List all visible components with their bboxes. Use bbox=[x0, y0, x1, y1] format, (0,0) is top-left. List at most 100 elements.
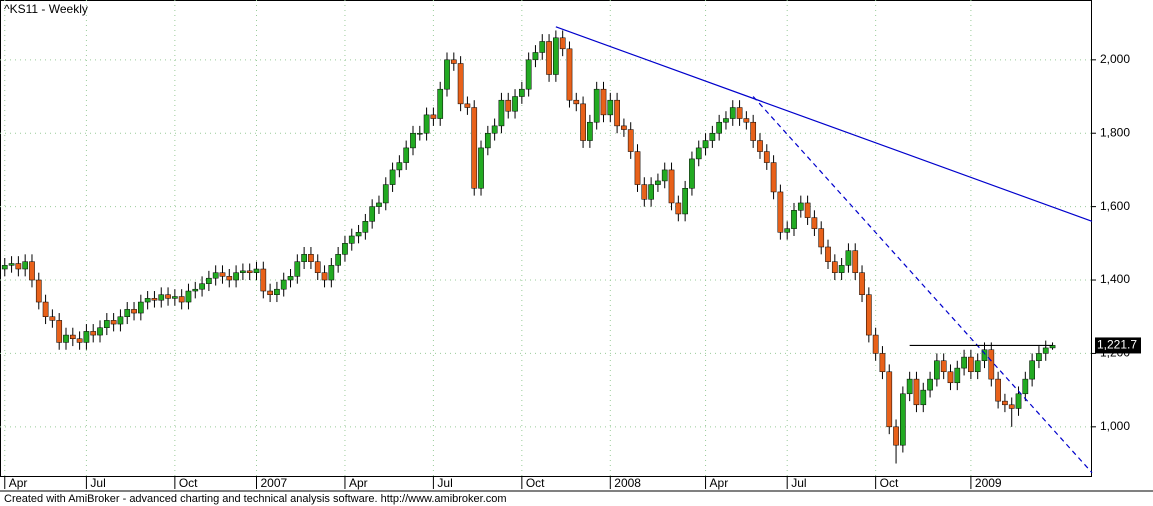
candle-body bbox=[15, 263, 22, 270]
candle-body bbox=[893, 426, 899, 446]
candle-body bbox=[593, 88, 600, 123]
candle-body bbox=[1036, 353, 1042, 362]
candle-body bbox=[723, 118, 729, 123]
candle-body bbox=[471, 107, 478, 189]
y-tick-label: 1,400 bbox=[1100, 272, 1130, 286]
candle-body bbox=[777, 191, 784, 233]
candle-body bbox=[185, 290, 192, 303]
candle-body bbox=[784, 228, 791, 233]
candle-body bbox=[151, 298, 158, 301]
candle-body bbox=[709, 132, 716, 141]
candle-body bbox=[226, 276, 233, 281]
candle-body bbox=[587, 121, 593, 141]
candle-body bbox=[661, 169, 668, 182]
candle-body bbox=[566, 48, 573, 101]
candle-body bbox=[178, 296, 185, 303]
candle-body bbox=[165, 294, 171, 299]
candle-body bbox=[76, 338, 83, 343]
candle-body bbox=[97, 327, 103, 336]
candle-body bbox=[1015, 393, 1022, 409]
candle-body bbox=[811, 217, 818, 229]
candle-body bbox=[804, 202, 811, 218]
candle-body bbox=[253, 268, 260, 273]
x-tick-label: Oct bbox=[179, 476, 198, 490]
candle-body bbox=[219, 272, 226, 277]
candle-body bbox=[233, 272, 239, 281]
candle-body bbox=[389, 169, 396, 185]
candle-body bbox=[301, 254, 307, 262]
candle-body bbox=[627, 129, 634, 152]
candle-body bbox=[621, 125, 627, 130]
candle-body bbox=[280, 279, 287, 290]
candle-body bbox=[546, 41, 552, 75]
candle-body bbox=[335, 254, 341, 266]
candle-body bbox=[457, 63, 464, 105]
candle-body bbox=[920, 389, 927, 406]
candle-body bbox=[940, 360, 947, 373]
candle-body bbox=[518, 88, 525, 97]
y-tick-label: 2,000 bbox=[1100, 52, 1130, 66]
x-tick-label: Oct bbox=[526, 476, 545, 490]
candle-body bbox=[689, 158, 695, 189]
trend-line bbox=[752, 96, 1093, 474]
candle-body bbox=[1002, 400, 1008, 406]
candle-body bbox=[791, 210, 797, 229]
candle-body bbox=[137, 301, 144, 314]
candle-body bbox=[716, 121, 723, 134]
x-tick-label: Apr bbox=[710, 476, 729, 490]
candle-body bbox=[913, 378, 920, 406]
candle-body bbox=[750, 121, 757, 141]
candle-body bbox=[410, 132, 416, 149]
candle-body bbox=[553, 37, 559, 75]
x-tick-label: Oct bbox=[880, 476, 899, 490]
candle-body bbox=[900, 393, 906, 446]
candle-body bbox=[287, 276, 294, 281]
chart-title: ^KS11 - Weekly bbox=[4, 2, 88, 16]
candle-body bbox=[934, 360, 940, 380]
x-tick-label: Apr bbox=[9, 476, 28, 490]
candle-body bbox=[906, 378, 913, 395]
x-tick-label: Jul bbox=[437, 476, 452, 490]
candle-body bbox=[886, 371, 893, 428]
candle-body bbox=[172, 296, 178, 299]
candle-body bbox=[968, 356, 974, 373]
candle-body bbox=[430, 114, 437, 119]
candle-body bbox=[342, 243, 348, 255]
y-tick-label: 1,600 bbox=[1100, 199, 1130, 213]
candle-body bbox=[423, 114, 430, 134]
candle-body bbox=[56, 320, 63, 343]
candle-body bbox=[961, 356, 967, 369]
candle-body bbox=[369, 206, 376, 222]
candle-body bbox=[573, 99, 580, 105]
candle-body bbox=[328, 265, 335, 281]
candle-body bbox=[525, 59, 532, 90]
candle-body bbox=[348, 235, 355, 244]
candle-body bbox=[702, 140, 709, 149]
candle-body bbox=[655, 180, 661, 185]
candle-body bbox=[600, 88, 607, 116]
candle-body bbox=[695, 147, 702, 160]
candle-body bbox=[267, 290, 273, 295]
x-tick-label: 2007 bbox=[261, 476, 288, 490]
candle-body bbox=[512, 96, 518, 112]
candle-body bbox=[859, 272, 865, 295]
candle-body bbox=[416, 132, 423, 135]
candle-body bbox=[355, 232, 362, 237]
candle-body bbox=[682, 188, 688, 215]
last-value-label: 1,221.7 bbox=[1097, 338, 1137, 352]
candle-body bbox=[1008, 404, 1015, 409]
candle-body bbox=[437, 88, 444, 119]
candle-body bbox=[382, 184, 389, 204]
candle-body bbox=[770, 162, 777, 193]
candle-body bbox=[852, 250, 859, 273]
candle-body bbox=[29, 261, 35, 281]
candle-body bbox=[199, 283, 205, 290]
candle-body bbox=[865, 294, 872, 336]
candle-body bbox=[35, 279, 42, 303]
candle-body bbox=[240, 270, 246, 273]
candle-body bbox=[103, 320, 110, 328]
candle-body bbox=[484, 132, 491, 149]
candle-body bbox=[872, 334, 879, 354]
candle-body bbox=[49, 316, 56, 321]
